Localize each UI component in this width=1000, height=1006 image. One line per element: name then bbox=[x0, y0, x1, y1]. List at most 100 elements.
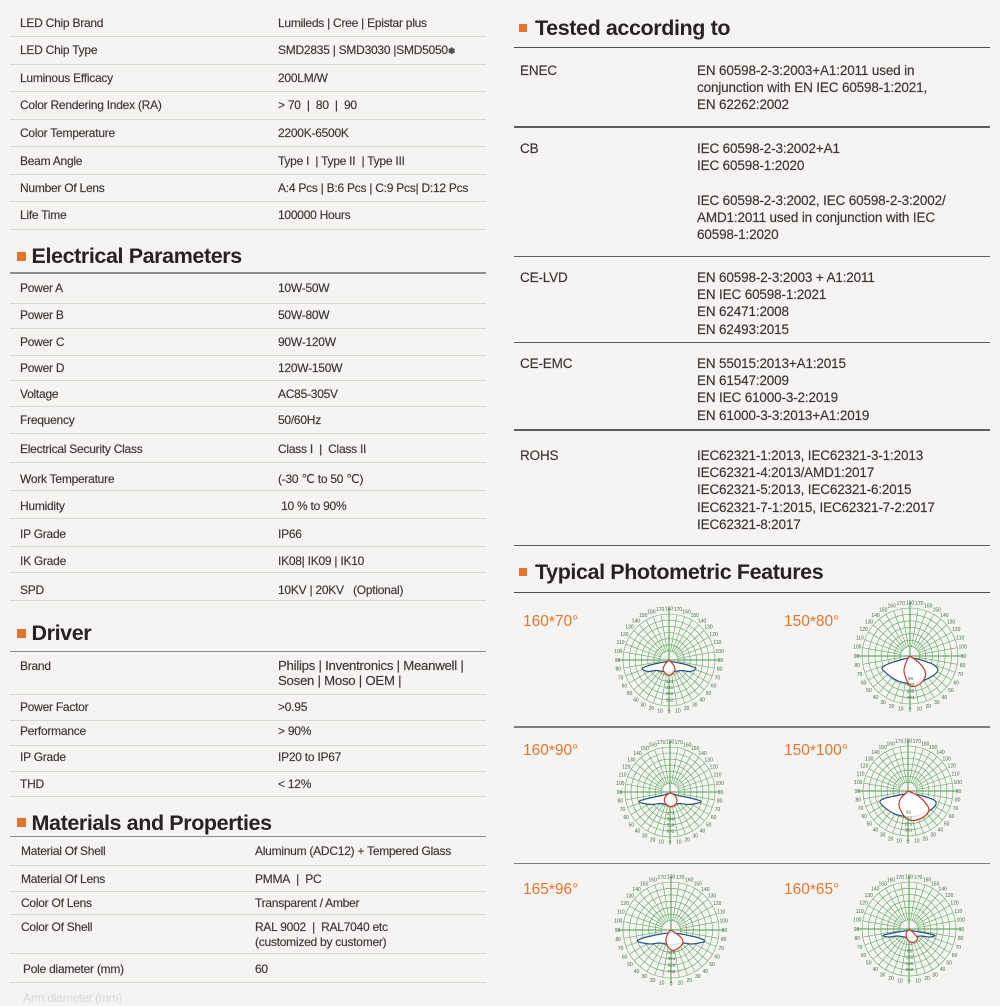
svg-text:70: 70 bbox=[953, 806, 959, 812]
svg-text:160: 160 bbox=[887, 741, 896, 747]
svg-text:65: 65 bbox=[907, 948, 913, 953]
svg-text:80: 80 bbox=[618, 799, 624, 805]
svg-text:140: 140 bbox=[698, 618, 707, 624]
svg-text:110: 110 bbox=[956, 636, 964, 642]
svg-text:100: 100 bbox=[959, 645, 968, 651]
svg-text:0: 0 bbox=[907, 839, 910, 845]
svg-text:20: 20 bbox=[926, 704, 932, 710]
svg-text:20: 20 bbox=[687, 978, 693, 984]
svg-text:90: 90 bbox=[855, 789, 861, 795]
svg-text:140: 140 bbox=[632, 618, 641, 624]
svg-text:40: 40 bbox=[873, 828, 879, 834]
svg-text:120: 120 bbox=[622, 765, 631, 771]
svg-text:702: 702 bbox=[668, 969, 676, 974]
svg-text:140: 140 bbox=[940, 613, 949, 619]
svg-text:130: 130 bbox=[627, 757, 636, 763]
svg-text:170: 170 bbox=[658, 875, 667, 881]
svg-text:0: 0 bbox=[670, 981, 673, 987]
svg-text:70: 70 bbox=[715, 675, 721, 681]
svg-text:80: 80 bbox=[721, 937, 727, 943]
svg-text:100: 100 bbox=[614, 649, 623, 655]
svg-text:120: 120 bbox=[860, 764, 869, 770]
svg-text:0: 0 bbox=[669, 840, 672, 846]
svg-text:60: 60 bbox=[949, 814, 955, 820]
svg-text:92: 92 bbox=[906, 809, 912, 814]
svg-text:80: 80 bbox=[855, 663, 861, 669]
svg-text:40: 40 bbox=[873, 967, 879, 973]
svg-text:140: 140 bbox=[871, 613, 880, 619]
svg-text:271: 271 bbox=[905, 821, 913, 826]
svg-text:526: 526 bbox=[668, 963, 676, 968]
svg-text:98: 98 bbox=[908, 676, 914, 681]
svg-text:150: 150 bbox=[639, 613, 648, 619]
svg-text:282: 282 bbox=[666, 691, 674, 696]
svg-text:30: 30 bbox=[692, 834, 698, 840]
svg-text:140: 140 bbox=[633, 751, 642, 757]
svg-text:100: 100 bbox=[954, 780, 963, 786]
svg-text:130: 130 bbox=[865, 893, 874, 899]
svg-text:70: 70 bbox=[719, 946, 725, 952]
svg-text:70: 70 bbox=[958, 672, 964, 678]
svg-text:30: 30 bbox=[695, 974, 701, 980]
svg-text:80: 80 bbox=[616, 667, 622, 673]
svg-text:90: 90 bbox=[854, 654, 860, 660]
svg-text:60: 60 bbox=[862, 814, 868, 820]
svg-text:60: 60 bbox=[861, 953, 867, 959]
svg-text:20: 20 bbox=[923, 836, 929, 842]
svg-text:352: 352 bbox=[666, 697, 674, 702]
svg-text:70: 70 bbox=[857, 945, 863, 951]
svg-text:20: 20 bbox=[889, 704, 895, 710]
svg-text:10: 10 bbox=[914, 839, 920, 845]
svg-text:110: 110 bbox=[619, 773, 627, 779]
svg-text:100: 100 bbox=[854, 780, 863, 786]
svg-text:10: 10 bbox=[675, 709, 681, 715]
svg-text:211: 211 bbox=[666, 685, 674, 690]
svg-text:110: 110 bbox=[952, 772, 960, 778]
svg-text:150: 150 bbox=[929, 745, 938, 751]
svg-text:60: 60 bbox=[711, 815, 717, 821]
svg-text:80: 80 bbox=[958, 936, 964, 942]
svg-text:90: 90 bbox=[615, 928, 621, 934]
svg-text:40: 40 bbox=[635, 829, 641, 835]
svg-text:140: 140 bbox=[632, 887, 641, 893]
svg-text:110: 110 bbox=[857, 772, 865, 778]
svg-text:70: 70 bbox=[618, 946, 624, 952]
svg-text:80: 80 bbox=[960, 663, 966, 669]
svg-text:160: 160 bbox=[649, 878, 658, 884]
svg-text:141: 141 bbox=[666, 679, 674, 684]
svg-text:40: 40 bbox=[633, 697, 639, 703]
svg-text:0: 0 bbox=[668, 709, 671, 715]
svg-text:80: 80 bbox=[717, 799, 723, 805]
svg-text:100: 100 bbox=[716, 649, 725, 655]
svg-text:90: 90 bbox=[615, 658, 621, 664]
svg-text:160: 160 bbox=[921, 741, 930, 747]
svg-text:90: 90 bbox=[959, 927, 965, 933]
svg-text:50: 50 bbox=[627, 691, 633, 697]
svg-text:10: 10 bbox=[915, 979, 921, 985]
svg-text:170: 170 bbox=[674, 607, 683, 613]
svg-text:170: 170 bbox=[915, 601, 924, 607]
svg-text:100: 100 bbox=[957, 918, 966, 924]
svg-text:20: 20 bbox=[650, 978, 656, 984]
svg-text:120: 120 bbox=[713, 901, 722, 907]
svg-text:30: 30 bbox=[641, 974, 647, 980]
svg-text:150: 150 bbox=[879, 608, 888, 614]
svg-text:160: 160 bbox=[683, 742, 692, 748]
svg-text:40: 40 bbox=[634, 969, 640, 975]
svg-text:150: 150 bbox=[879, 881, 888, 887]
svg-text:10: 10 bbox=[896, 839, 902, 845]
svg-text:40: 40 bbox=[703, 969, 709, 975]
svg-text:100: 100 bbox=[614, 919, 623, 925]
svg-text:170: 170 bbox=[897, 601, 906, 607]
svg-text:170: 170 bbox=[657, 740, 666, 746]
svg-text:30: 30 bbox=[692, 702, 698, 708]
svg-text:30: 30 bbox=[640, 702, 646, 708]
svg-text:20: 20 bbox=[684, 706, 690, 712]
svg-text:170: 170 bbox=[914, 875, 923, 881]
svg-text:170: 170 bbox=[896, 875, 905, 881]
svg-text:131: 131 bbox=[906, 955, 914, 960]
svg-text:100: 100 bbox=[616, 781, 625, 787]
svg-text:110: 110 bbox=[717, 910, 725, 916]
svg-text:80: 80 bbox=[855, 936, 861, 942]
svg-text:196: 196 bbox=[906, 961, 914, 966]
